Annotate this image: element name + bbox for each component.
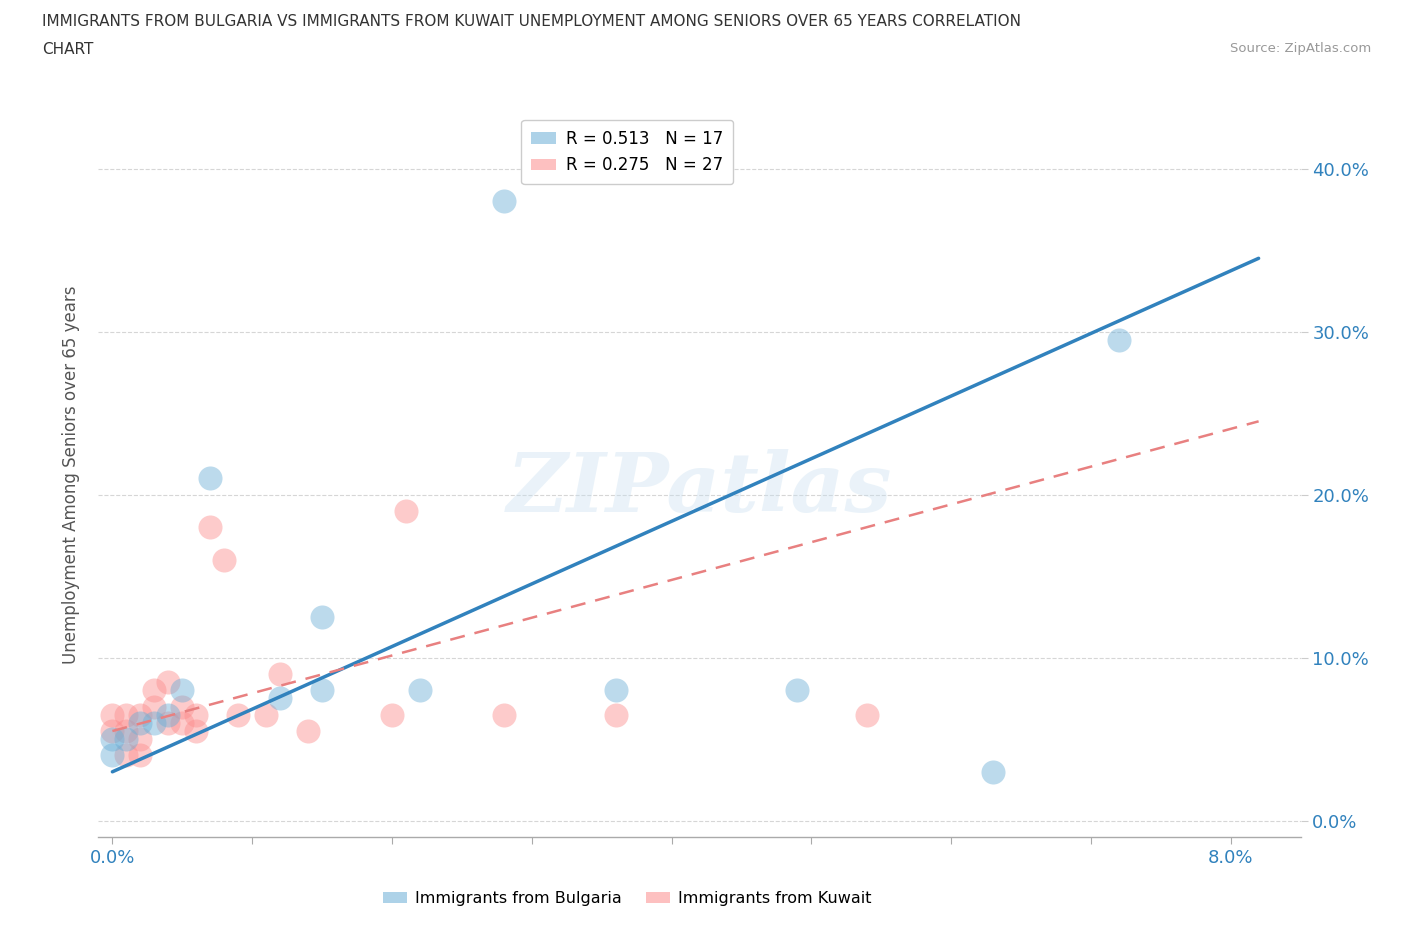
Point <box>311 609 333 624</box>
Point <box>157 708 180 723</box>
Point <box>172 715 194 730</box>
Point <box>115 708 138 723</box>
Point <box>115 732 138 747</box>
Point <box>129 748 152 763</box>
Point <box>269 691 291 706</box>
Point <box>297 724 319 738</box>
Legend: Immigrants from Bulgaria, Immigrants from Kuwait: Immigrants from Bulgaria, Immigrants fro… <box>377 884 877 912</box>
Point <box>200 471 222 485</box>
Point <box>186 708 208 723</box>
Point <box>492 193 515 208</box>
Point <box>101 748 124 763</box>
Text: IMMIGRANTS FROM BULGARIA VS IMMIGRANTS FROM KUWAIT UNEMPLOYMENT AMONG SENIORS OV: IMMIGRANTS FROM BULGARIA VS IMMIGRANTS F… <box>42 14 1021 29</box>
Point <box>605 683 627 698</box>
Point <box>129 708 152 723</box>
Point <box>143 699 166 714</box>
Point <box>254 708 277 723</box>
Text: CHART: CHART <box>42 42 94 57</box>
Point <box>172 683 194 698</box>
Point <box>129 732 152 747</box>
Text: Source: ZipAtlas.com: Source: ZipAtlas.com <box>1230 42 1371 55</box>
Point <box>409 683 432 698</box>
Point <box>856 708 879 723</box>
Point <box>101 708 124 723</box>
Point <box>115 748 138 763</box>
Point <box>101 732 124 747</box>
Point <box>981 764 1004 779</box>
Point <box>143 715 166 730</box>
Point <box>186 724 208 738</box>
Point <box>311 683 333 698</box>
Point <box>115 724 138 738</box>
Point <box>157 715 180 730</box>
Point <box>605 708 627 723</box>
Point <box>269 667 291 682</box>
Point <box>172 699 194 714</box>
Point <box>492 708 515 723</box>
Point <box>143 683 166 698</box>
Point <box>157 674 180 689</box>
Y-axis label: Unemployment Among Seniors over 65 years: Unemployment Among Seniors over 65 years <box>62 286 80 663</box>
Point <box>101 724 124 738</box>
Point <box>129 715 152 730</box>
Point <box>212 552 235 567</box>
Point <box>226 708 249 723</box>
Text: ZIPatlas: ZIPatlas <box>506 449 893 529</box>
Point <box>786 683 808 698</box>
Point <box>200 520 222 535</box>
Point <box>381 708 404 723</box>
Point <box>395 503 418 518</box>
Point <box>1108 332 1130 347</box>
